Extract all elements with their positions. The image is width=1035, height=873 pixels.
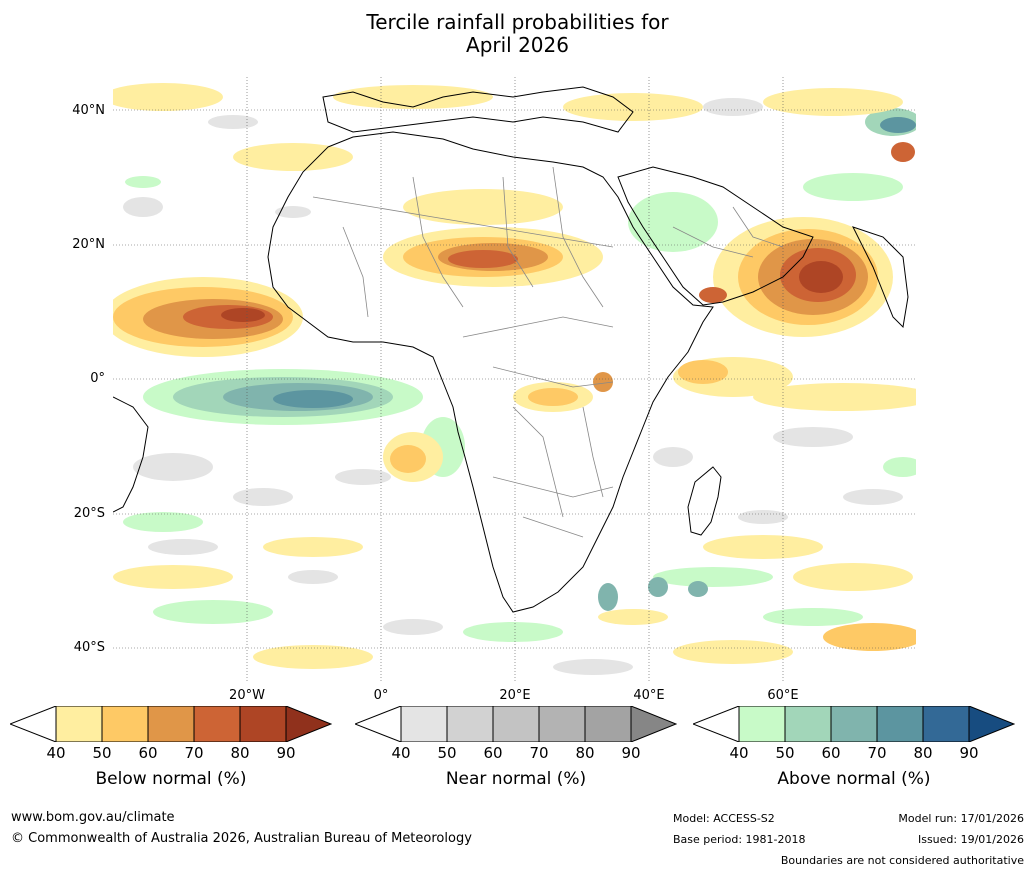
footer-issued: Issued: 19/01/2026 xyxy=(917,833,1024,846)
cb2-tick-40: 40 xyxy=(391,744,411,762)
cb2-seg-40 xyxy=(400,706,448,742)
cb2-tick-60: 60 xyxy=(483,744,503,762)
cb3-seg-50 xyxy=(784,706,832,742)
cb1-seg-70 xyxy=(193,706,241,742)
colorbar-below-normal xyxy=(10,706,332,742)
footer-model-run: Model run: 17/01/2026 xyxy=(898,812,1024,825)
cb3-tick-80: 80 xyxy=(913,744,933,762)
cb3-label: Above normal (%) xyxy=(777,769,931,789)
lat-label-0: 0° xyxy=(90,371,105,386)
colorbar-above-normal xyxy=(693,706,1015,742)
cb3-arrow-right xyxy=(968,706,1015,742)
footer-website: www.bom.gov.au/climate xyxy=(11,810,175,825)
colorbar-near-normal xyxy=(355,706,677,742)
chart-title-line2: April 2026 xyxy=(466,33,569,57)
cb2-seg-70 xyxy=(538,706,586,742)
rainfall-map xyxy=(113,77,916,681)
graticule xyxy=(113,77,916,681)
cb1-tick-40: 40 xyxy=(46,744,66,762)
cb1-seg-40 xyxy=(55,706,103,742)
footer-base-period: Base period: 1981-2018 xyxy=(673,833,806,846)
cb2-arrow-left xyxy=(355,706,402,742)
cb1-seg-80 xyxy=(239,706,287,742)
cb2-tick-80: 80 xyxy=(575,744,595,762)
above-normal-patches xyxy=(123,108,916,642)
lon-label-20e: 20°E xyxy=(499,688,531,703)
coastlines xyxy=(113,86,909,613)
cb3-tick-40: 40 xyxy=(729,744,749,762)
lat-label-40s: 40°S xyxy=(73,640,105,655)
below-normal-patches xyxy=(113,83,916,669)
cb2-label: Near normal (%) xyxy=(445,769,587,789)
cb2-tick-90: 90 xyxy=(621,744,641,762)
cb1-seg-50 xyxy=(101,706,149,742)
chart-title-line1: Tercile rainfall probabilities for xyxy=(366,10,669,34)
lat-label-20s: 20°S xyxy=(73,506,105,521)
cb2-seg-50 xyxy=(446,706,494,742)
cb3-tick-70: 70 xyxy=(867,744,887,762)
map-svg xyxy=(113,77,916,681)
cb1-tick-70: 70 xyxy=(184,744,204,762)
lon-label-20w: 20°W xyxy=(229,688,265,703)
cb3-seg-60 xyxy=(830,706,878,742)
cb3-seg-80 xyxy=(922,706,970,742)
cb1-tick-90: 90 xyxy=(276,744,296,762)
lat-label-40n: 40°N xyxy=(72,103,105,118)
footer-disclaimer: Boundaries are not considered authoritat… xyxy=(780,854,1024,867)
cb2-seg-60 xyxy=(492,706,540,742)
cb1-seg-60 xyxy=(147,706,195,742)
cb1-tick-80: 80 xyxy=(230,744,250,762)
cb1-label: Below normal (%) xyxy=(95,769,247,789)
cb2-seg-80 xyxy=(584,706,632,742)
lon-label-0: 0° xyxy=(373,688,389,703)
cb1-tick-50: 50 xyxy=(92,744,112,762)
cb2-tick-70: 70 xyxy=(529,744,549,762)
cb3-tick-50: 50 xyxy=(775,744,795,762)
footer-copyright: © Commonwealth of Australia 2026, Austra… xyxy=(11,831,472,846)
lon-label-40e: 40°E xyxy=(633,688,665,703)
cb2-tick-50: 50 xyxy=(437,744,457,762)
cb3-seg-40 xyxy=(738,706,786,742)
cb3-arrow-left xyxy=(693,706,740,742)
lon-label-60e: 60°E xyxy=(767,688,799,703)
country-borders xyxy=(312,166,784,538)
cb2-arrow-right xyxy=(630,706,677,742)
cb1-tick-60: 60 xyxy=(138,744,158,762)
cb1-arrow-right xyxy=(285,706,332,742)
cb3-seg-70 xyxy=(876,706,924,742)
cb3-tick-90: 90 xyxy=(959,744,979,762)
cb1-arrow-left xyxy=(10,706,57,742)
lat-label-20n: 20°N xyxy=(72,237,105,252)
cb3-tick-60: 60 xyxy=(821,744,841,762)
footer-model: Model: ACCESS-S2 xyxy=(673,812,775,825)
